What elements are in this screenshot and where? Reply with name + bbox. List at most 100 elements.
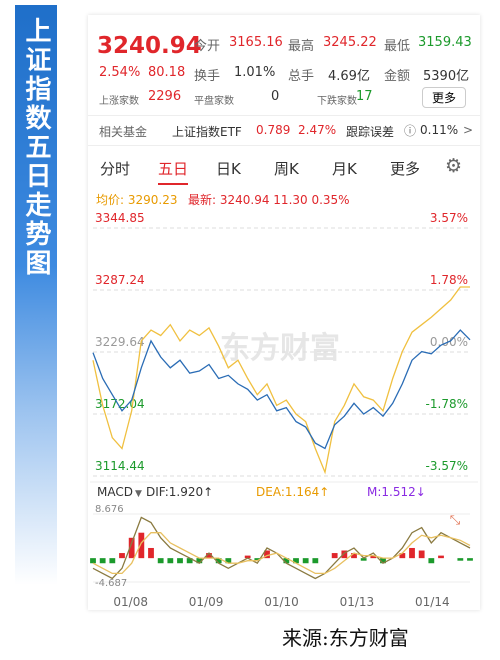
macd-bar [196,558,203,564]
x-tick-label: 01/08 [113,595,148,609]
macd-bar [341,550,348,559]
source: 来源:东方财富 [282,626,409,650]
macd-dea: DEA:1.164↑ [256,485,329,499]
x-tick-label: 01/14 [415,595,450,609]
macd-bar [293,558,299,564]
value: 1.01% [234,65,276,80]
macd-bar [312,558,319,564]
macd-bar [360,558,367,561]
macd-bar [409,547,415,559]
value: 2.54% [99,65,141,80]
y2-tick-label: 3.57% [430,211,468,225]
y-tick-label: 3229.64 [95,335,145,349]
macd-bar [399,553,406,559]
value: 5390亿 [423,69,470,84]
macd-bar [244,555,251,559]
x-tick-label: 01/10 [264,595,299,609]
divider [88,145,480,146]
value: 2296 [148,89,182,104]
label: 最低 [384,39,411,54]
macd-bar [370,555,377,559]
macd-bar [90,558,96,564]
macd-bar [167,558,174,564]
value: 17 [356,89,373,104]
line [92,532,471,575]
macd-bar [351,553,357,559]
value: 80.18 [148,65,186,80]
label: 总手 [288,69,315,84]
price: 3240.94 [97,33,202,59]
label: 平盘家数 [194,96,234,107]
more-button[interactable]: 更多 [422,87,467,108]
y2-tick-label: -3.57% [426,459,468,473]
tab[interactable]: 分时 [100,160,131,178]
legend-avg: 均价: 3290.23 [96,193,178,207]
macd-bar [457,558,464,561]
macd-m: M:1.512↓ [367,485,426,499]
y-tick-label: 3114.44 [95,459,145,473]
macd-bar [138,532,145,559]
tab[interactable]: 更多 [390,160,421,178]
y-tick-label: -4.687 [95,578,127,589]
macd-bar [264,550,270,559]
y-tick-label: 8.676 [95,504,124,515]
tab[interactable]: 五日 [158,158,189,185]
tab[interactable]: 月K [332,160,357,178]
x-tick-label: 01/13 [340,595,375,609]
value: 3165.16 [229,35,283,50]
value: 0.11% [420,123,459,137]
macd-bar [380,558,386,564]
arrow[interactable]: > [463,123,474,137]
line [92,329,471,450]
info-icon: ⓘ [404,124,417,138]
banner: 上证指数五日走势图 [15,5,57,585]
value: 0 [271,89,280,104]
macd-bar [467,558,473,561]
value: 4.69亿 [328,69,370,84]
value: 3159.43 [418,35,472,50]
macd-bar [109,558,116,564]
macd-bar [254,558,261,561]
label: 上涨家数 [99,96,139,107]
macd-bar [177,558,183,564]
macd-bar [428,558,435,564]
fund-name[interactable]: 上证指数ETF [172,125,242,139]
macd-bar [119,553,125,559]
settings-icon[interactable]: ⚙ [445,155,463,177]
macd-bar [283,558,290,564]
value: 3245.22 [323,35,377,50]
caret: ▼ [135,489,142,499]
macd-bar [215,558,222,564]
line [92,516,471,580]
quote-panel: 3240.94 今开 3165.16 最高 3245.22 最低 3159.43… [88,15,480,610]
value: 2.47% [298,123,337,137]
macd-bar [331,553,338,559]
label: 今开 [194,39,221,54]
macd-bar [225,558,232,564]
line [92,286,470,475]
macd-bar [99,558,106,564]
macd-bar [186,558,193,564]
label: 跟踪误差 [346,125,395,139]
label: 换手 [194,69,221,84]
divider [88,115,480,116]
macd-bar [438,555,444,559]
tab[interactable]: 日K [216,160,241,178]
macd-dif: DIF:1.920↑ [146,485,213,499]
label: 下跌家数 [317,96,357,107]
y-tick-label: 3287.24 [95,273,145,287]
macd-bar [148,547,154,559]
macd-bar [128,537,135,559]
y2-tick-label: -1.78% [426,397,468,411]
legend-latest: 最新: 3240.94 11.30 0.35% [188,193,350,207]
tab[interactable]: 周K [274,160,299,178]
value: 0.789 [256,123,291,137]
macd-bar [418,550,425,559]
macd-title: MACD [97,485,133,499]
banner-text: 上证指数五日走势图 [21,17,51,278]
y-tick-label: 3344.85 [95,211,145,225]
y2-tick-label: 1.78% [430,273,468,287]
macd-bar [206,553,212,559]
